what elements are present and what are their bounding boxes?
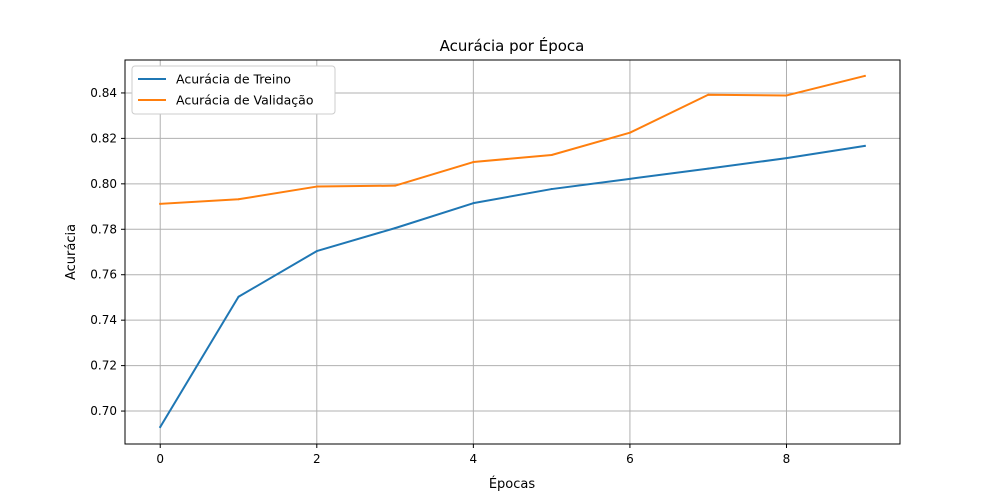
data-point (394, 227, 397, 230)
y-tick-label: 0.84 (90, 86, 117, 100)
legend-label-train: Acurácia de Treino (176, 72, 291, 87)
axis-ticks: 0 2 4 6 8 0.70 0.72 0.74 0.76 0.78 0.80 0.82 0.84 (90, 86, 790, 466)
data-point (863, 144, 866, 147)
x-tick-label: 0 (156, 452, 164, 466)
data-point (237, 295, 240, 298)
y-tick-label: 0.70 (90, 404, 117, 418)
data-point (550, 153, 553, 156)
x-tick-label: 8 (783, 452, 791, 466)
y-tick-label: 0.78 (90, 222, 117, 236)
series-lines (158, 74, 866, 429)
y-tick-label: 0.72 (90, 359, 117, 373)
data-point (550, 188, 553, 191)
legend: Acurácia de Treino Acurácia de Validação (131, 65, 336, 115)
data-point (785, 157, 788, 160)
series-line-validation (159, 74, 866, 205)
data-point (863, 74, 866, 77)
plot-frame (124, 59, 901, 445)
y-tick-label: 0.80 (90, 177, 117, 191)
data-point (237, 198, 240, 201)
legend-box (131, 65, 336, 115)
data-point (159, 425, 162, 428)
y-tick-label: 0.74 (90, 313, 117, 327)
series-line-train (158, 144, 866, 429)
data-point (472, 161, 475, 164)
x-tick-label: 6 (626, 452, 634, 466)
data-point (472, 202, 475, 205)
data-point (394, 184, 397, 187)
y-tick-label: 0.76 (90, 268, 117, 282)
x-axis-label: Épocas (489, 476, 536, 492)
data-point (315, 250, 318, 253)
y-axis-label: Acurácia (64, 224, 79, 280)
data-point (159, 202, 162, 205)
x-tick-label: 4 (470, 452, 478, 466)
grid (125, 60, 900, 444)
y-tick-label: 0.82 (90, 131, 117, 145)
data-point (707, 167, 710, 170)
data-point (628, 131, 631, 134)
data-point (628, 177, 631, 180)
x-tick-label: 2 (313, 452, 321, 466)
chart-title: Acurácia por Época (440, 36, 585, 55)
legend-label-validation: Acurácia de Validação (176, 93, 313, 108)
data-point (707, 93, 710, 96)
data-point (785, 94, 788, 97)
data-point (315, 185, 318, 188)
